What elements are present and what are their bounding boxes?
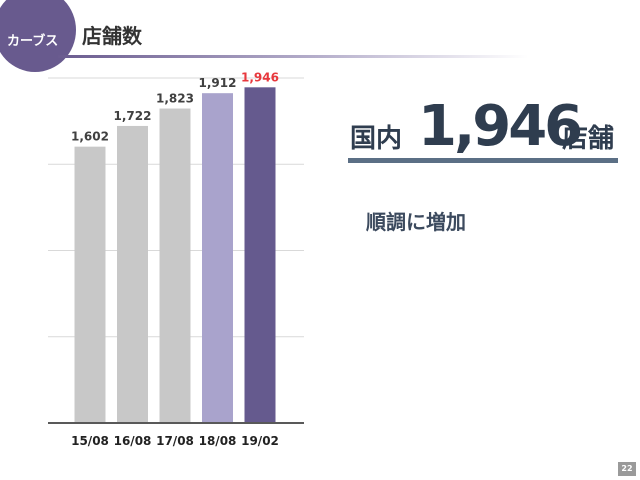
value-label-1: 1,722: [114, 109, 152, 123]
headline-number: 1,946: [418, 94, 583, 159]
chart-value-labels: 1,602 1,722 1,823 1,912 1,946: [71, 70, 279, 143]
headline-suffix: 店舗: [562, 124, 615, 154]
chart-category-labels: 15/08 16/08 17/08 18/08 19/02: [71, 434, 279, 448]
headline-underline: [348, 158, 618, 163]
category-label-3: 18/08: [199, 434, 237, 448]
badge-circle: [0, 0, 76, 72]
bar-19-02: [244, 87, 276, 423]
badge-label: カーブス: [7, 34, 59, 49]
category-label-2: 17/08: [156, 434, 194, 448]
category-label-0: 15/08: [71, 434, 109, 448]
value-label-0: 1,602: [71, 130, 109, 144]
growth-message: 順調に増加: [366, 210, 466, 234]
bar-16-08: [117, 125, 148, 423]
chart-bars: [74, 87, 276, 424]
store-count-headline: 国内 1,946 店舗: [350, 94, 620, 159]
bar-15-08: [74, 146, 106, 423]
page-number: 22: [618, 462, 636, 476]
bar-18-08: [202, 93, 233, 424]
title-underline: [58, 55, 528, 58]
section-badge: カーブス: [0, 0, 76, 74]
value-label-3: 1,912: [199, 76, 237, 90]
headline-prefix: 国内: [350, 124, 403, 154]
page-title: 店舗数: [82, 24, 142, 48]
category-label-1: 16/08: [114, 434, 152, 448]
bar-17-08: [159, 108, 191, 423]
category-label-4: 19/02: [241, 434, 279, 448]
value-label-4: 1,946: [241, 70, 279, 84]
value-label-2: 1,823: [156, 92, 194, 106]
